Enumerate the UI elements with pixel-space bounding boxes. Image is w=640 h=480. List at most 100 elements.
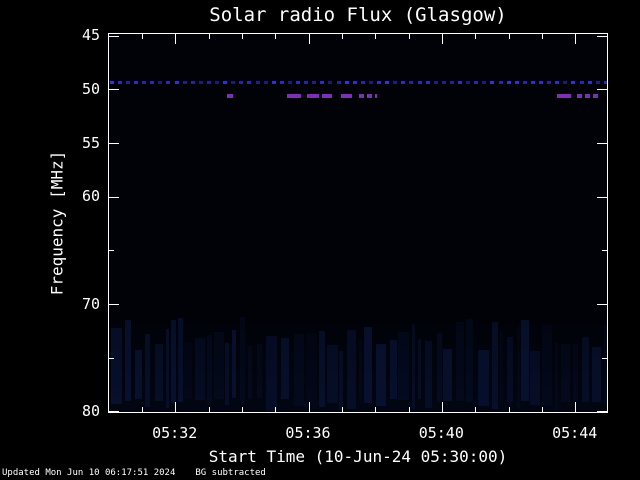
rfi-dot — [166, 80, 171, 84]
noise-striation — [424, 340, 433, 408]
noise-striation — [326, 345, 338, 404]
rfi-dot — [425, 80, 430, 84]
y-minor-tick-mark — [602, 357, 607, 359]
rfi-dot — [522, 80, 527, 84]
noise-striation — [358, 339, 362, 404]
rfi-dot — [458, 80, 462, 84]
x-tick-mark — [575, 34, 577, 44]
rfi-dot — [579, 80, 584, 84]
x-minor-tick-mark — [241, 407, 243, 412]
noise-striation — [111, 327, 122, 405]
rfi-dot — [466, 80, 471, 84]
rfi-dash — [340, 94, 353, 99]
rfi-dot — [287, 80, 292, 84]
noise-striation — [256, 343, 262, 399]
noise-striation — [521, 319, 530, 402]
y-tick-mark — [109, 304, 119, 305]
noise-striation — [280, 338, 289, 399]
noise-striation — [248, 345, 253, 399]
noise-striation — [213, 332, 224, 400]
rfi-dot — [198, 80, 203, 84]
noise-striation — [376, 343, 386, 406]
noise-striation — [232, 329, 236, 399]
x-minor-tick-mark — [341, 34, 343, 39]
y-tick-mark — [109, 196, 119, 198]
x-minor-tick-mark — [508, 34, 510, 39]
rfi-dot — [385, 80, 390, 84]
rfi-dot — [409, 80, 414, 84]
noise-striation — [339, 351, 343, 411]
x-minor-tick-mark — [408, 407, 410, 412]
noise-striation — [591, 346, 602, 402]
noise-striation — [477, 350, 489, 406]
rfi-dot — [352, 80, 357, 84]
rfi-dot — [215, 80, 219, 84]
y-tick-mark — [597, 304, 607, 305]
rfi-dash — [227, 94, 233, 99]
noise-striation — [266, 336, 277, 411]
noise-wash — [109, 309, 607, 412]
noise-striation — [178, 317, 183, 403]
noise-striation — [582, 336, 589, 403]
noise-striation — [135, 349, 142, 400]
noise-striation — [499, 332, 504, 404]
noise-striation — [555, 342, 559, 411]
rfi-dot — [263, 80, 268, 84]
noise-striation — [443, 349, 452, 402]
rfi-dash — [359, 94, 378, 99]
rfi-dot — [255, 80, 260, 84]
noise-striation — [390, 339, 397, 400]
rfi-dot — [368, 80, 373, 84]
noise-striation — [145, 333, 151, 407]
noise-striation — [561, 344, 571, 403]
y-tick-label: 60 — [81, 187, 100, 206]
rfi-dot — [482, 80, 487, 84]
rfi-dot — [239, 80, 244, 84]
rfi-dot — [336, 80, 341, 84]
noise-striation — [603, 325, 607, 405]
y-tick-mark — [597, 35, 607, 37]
rfi-dot — [142, 80, 147, 84]
rfi-dot — [134, 80, 138, 84]
rfi-dot — [312, 80, 317, 84]
x-tick-mark — [441, 402, 443, 412]
status-line: Updated Mon Jun 10 06:17:51 2024 BG subtr… — [2, 468, 266, 478]
rfi-dash — [577, 94, 599, 99]
rfi-dot — [506, 80, 511, 84]
rfi-dot — [377, 80, 381, 84]
rfi-dot — [117, 80, 122, 84]
noise-striation — [170, 319, 176, 403]
noise-striation — [224, 343, 230, 406]
rfi-dot — [587, 80, 592, 84]
rfi-dot — [555, 80, 560, 84]
rfi-dot — [449, 80, 454, 84]
noise-striation — [530, 350, 541, 405]
rfi-dash — [287, 94, 301, 99]
x-tick-mark — [575, 402, 577, 412]
y-tick-label: 55 — [81, 133, 100, 152]
x-tick-mark — [308, 402, 310, 412]
y-minor-tick-mark — [109, 357, 114, 359]
x-tick-label: 05:40 — [418, 424, 464, 442]
x-minor-tick-mark — [341, 407, 343, 412]
rfi-dash — [557, 94, 571, 99]
noise-striation — [437, 332, 442, 403]
noise-striation — [418, 338, 422, 399]
bg-subtracted-label: BG subtracted — [195, 468, 266, 478]
x-minor-tick-mark — [475, 34, 477, 39]
x-minor-tick-mark — [208, 407, 210, 412]
x-tick-label: 05:44 — [552, 424, 598, 442]
rfi-dot — [530, 80, 535, 84]
rfi-dot — [304, 80, 309, 84]
x-minor-tick-mark — [408, 34, 410, 39]
rfi-dot — [539, 80, 543, 84]
noise-striation — [347, 329, 357, 410]
x-minor-tick-mark — [141, 407, 143, 412]
rfi-dot — [328, 80, 333, 84]
rfi-dot — [158, 80, 163, 84]
rfi-dash — [307, 94, 319, 99]
y-tick-label: 50 — [81, 79, 100, 98]
x-minor-tick-mark — [275, 34, 277, 39]
x-tick-mark — [441, 34, 443, 44]
